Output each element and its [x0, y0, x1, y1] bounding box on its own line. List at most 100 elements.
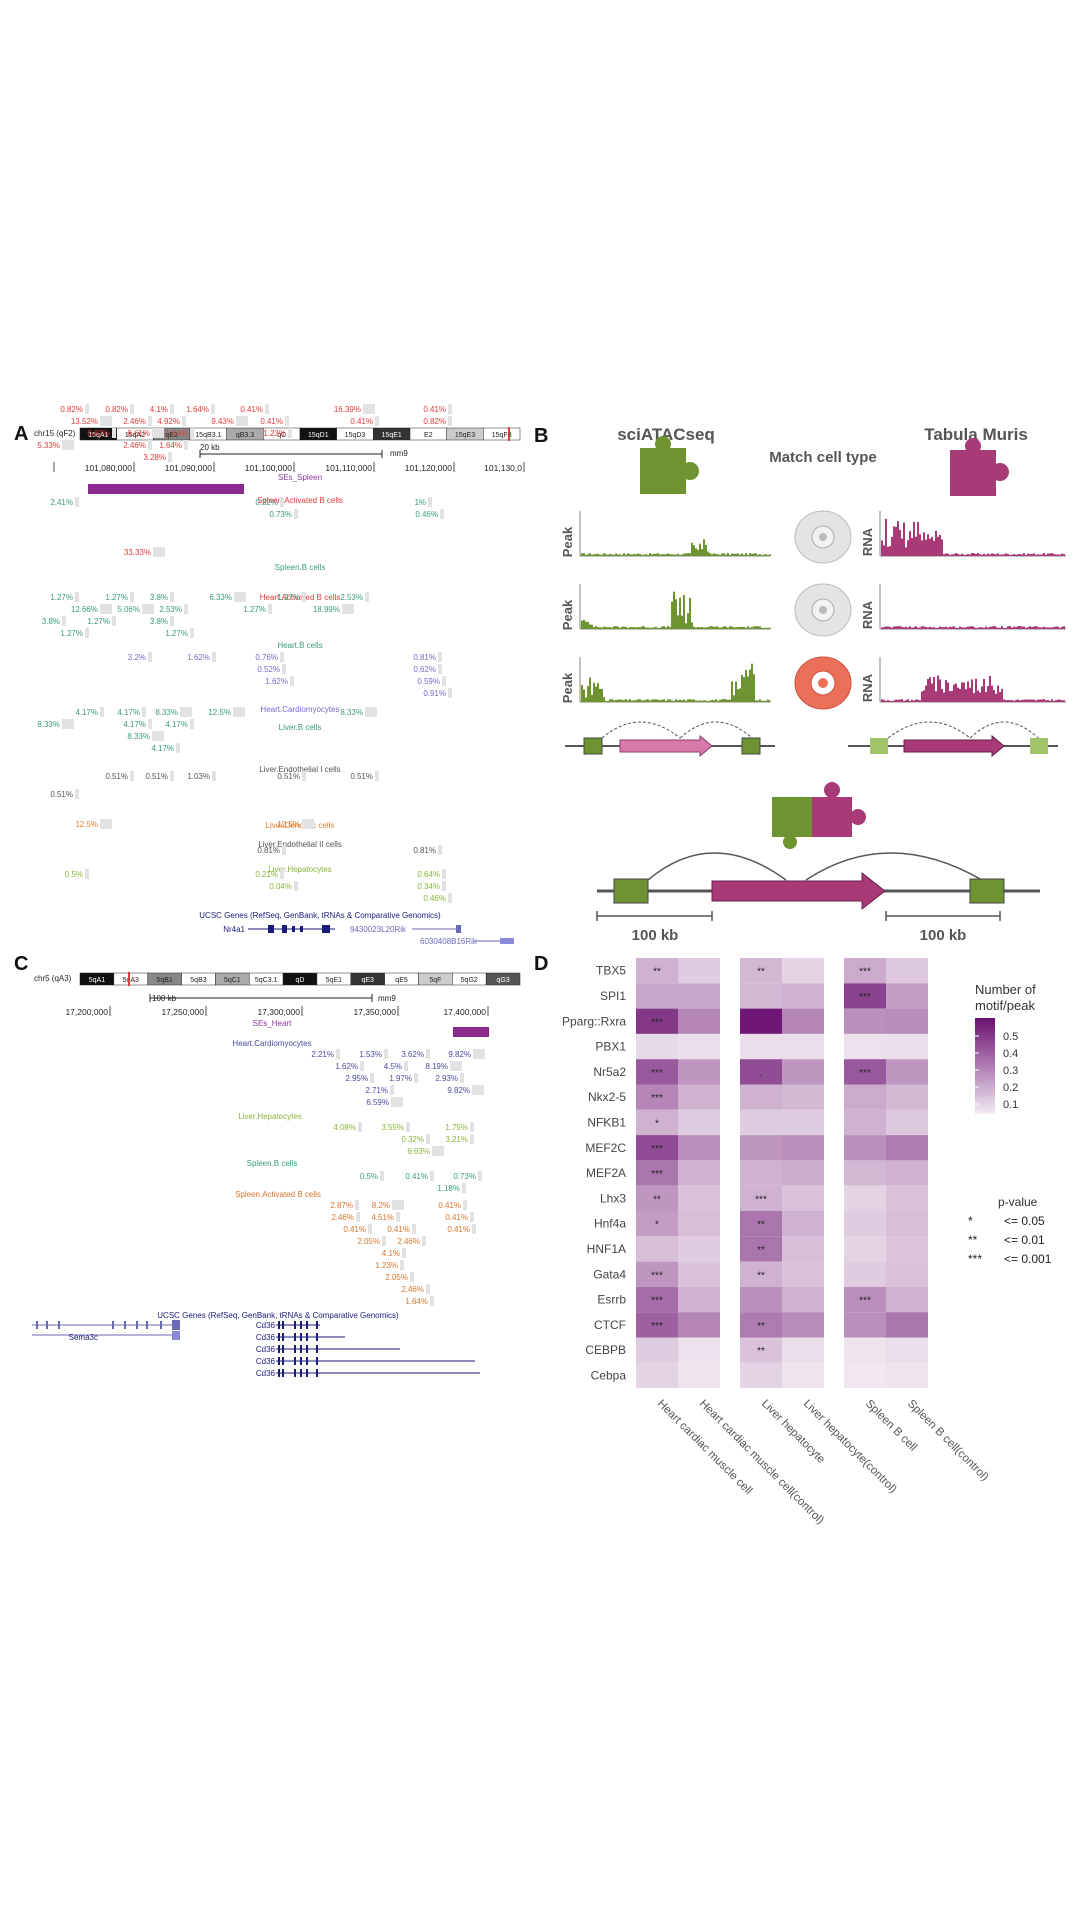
heatmap-row-label: Nr5a2 [593, 1065, 626, 1079]
track-bar [438, 845, 442, 855]
track-name: Spleen.Activated B cells [257, 496, 343, 505]
track-value: 8.33% [37, 720, 60, 729]
rna-signal-bar [945, 553, 947, 556]
track-bar [356, 1212, 360, 1222]
heatmap-significance: *** [859, 992, 871, 1003]
track-bar [470, 1134, 474, 1144]
panel-a-genes-title: UCSC Genes (RefSeq, GenBank, tRNAs & Com… [199, 911, 441, 920]
rna-signal-bar [1009, 626, 1011, 629]
atac-signal-bar [631, 627, 633, 629]
coordinate-label: 101,120,000 [405, 463, 453, 473]
rna-signal-bar [1023, 626, 1025, 629]
track-bar [212, 652, 216, 662]
atac-signal-bar [685, 700, 687, 702]
ideogram-band [483, 427, 521, 441]
atac-signal-bar [769, 627, 771, 629]
ideogram-band-label: 15qE1 [382, 432, 402, 439]
heatmap-cell [844, 1286, 886, 1313]
atac-signal-bar [625, 626, 627, 629]
panel-d-letter: D [534, 953, 548, 975]
atac-signal-bar [593, 682, 595, 702]
panel-a-chrom-label: chr15 (qF2) [34, 429, 76, 438]
heatmap-cell [636, 983, 678, 1009]
rna-signal-bar [907, 699, 909, 702]
rna-signal-bar [989, 675, 991, 702]
atac-signal-bar [717, 700, 719, 702]
rna-signal-bar [925, 539, 927, 556]
rna-signal-bar [1037, 699, 1039, 702]
heatmap-cell [844, 1211, 886, 1237]
atac-signal-bar [625, 699, 627, 702]
atac-signal-bar [625, 554, 627, 556]
rna-signal-bar [1001, 626, 1003, 629]
atac-signal-bar [749, 669, 751, 702]
track-value: 18.99% [313, 605, 340, 614]
rna-signal-bar [985, 692, 987, 702]
atac-signal-bar [607, 554, 609, 556]
heatmap-cell [782, 1236, 824, 1262]
atac-signal-bar [589, 677, 591, 702]
heatmap-row-label: CEBPB [585, 1343, 626, 1357]
track-value: 8.61% [127, 429, 150, 438]
track-bar [236, 416, 248, 426]
heatmap-cell [740, 1084, 782, 1110]
rna-signal-bar [1061, 626, 1063, 629]
track-bar [234, 592, 246, 602]
rna-signal-bar [1045, 627, 1047, 629]
heatmap-cell [782, 1211, 824, 1237]
rna-signal-bar [893, 526, 895, 556]
track-value: 2.46% [331, 1213, 354, 1222]
rna-signal-bar [1017, 626, 1019, 629]
track-value: 8.33% [340, 708, 363, 717]
track-value: 0.34% [417, 882, 440, 891]
rna-signal-bar [907, 627, 909, 629]
track-value: 3.55% [381, 1123, 404, 1132]
rna-signal-bar [889, 546, 891, 556]
atac-signal-bar [619, 627, 621, 629]
track-bar [148, 440, 152, 450]
atac-signal-bar [683, 699, 685, 702]
track-bar [422, 1236, 426, 1246]
track-name: Heart.Cardiomyocytes [260, 705, 339, 714]
ideogram-band-label: 5qC3.1 [255, 977, 278, 984]
atac-signal-bar [691, 699, 693, 702]
track-bar [432, 1146, 444, 1156]
rna-signal-bar [897, 699, 899, 702]
heatmap-cell [782, 1033, 824, 1060]
atac-signal-bar [707, 627, 709, 629]
track-bar [442, 869, 446, 879]
atac-signal-bar [599, 554, 601, 556]
ideogram-band-label: 15qB3.1 [195, 432, 221, 439]
heatmap-cell [782, 958, 824, 984]
track-bar [233, 707, 245, 717]
atac-signal-bar [689, 699, 691, 702]
track-bar [280, 869, 284, 879]
atac-signal-bar [671, 700, 673, 702]
atac-signal-bar [663, 554, 665, 556]
heatmap-significance: *** [859, 1068, 871, 1079]
rna-signal-bar [1019, 626, 1021, 629]
atac-signal-bar [609, 554, 611, 556]
track-value: 0.82% [60, 405, 83, 414]
heatmap-cell [844, 1109, 886, 1136]
atac-signal-bar [641, 700, 643, 702]
atac-signal-bar [629, 627, 631, 629]
atac-signal-bar [727, 699, 729, 702]
rna-signal-bar [891, 700, 893, 702]
atac-signal-bar [653, 553, 655, 556]
track-value: 1.97% [389, 1074, 412, 1083]
atac-signal-bar [665, 554, 667, 556]
atac-signal-bar [647, 627, 649, 629]
heatmap-significance: *** [651, 1144, 663, 1155]
track-value: 2.95% [345, 1074, 368, 1083]
rna-signal-bar [883, 627, 885, 629]
gene-cd36-label: Cd36 [256, 1321, 276, 1330]
rna-signal-bar [997, 627, 999, 629]
rna-signal-bar [1053, 554, 1055, 556]
track-value: 1.27% [277, 593, 300, 602]
ideogram-band-label: 15qD1 [308, 432, 329, 439]
heatmap-cell [782, 1008, 824, 1034]
heatmap-cell [678, 1059, 720, 1085]
atac-signal-bar [613, 700, 615, 702]
